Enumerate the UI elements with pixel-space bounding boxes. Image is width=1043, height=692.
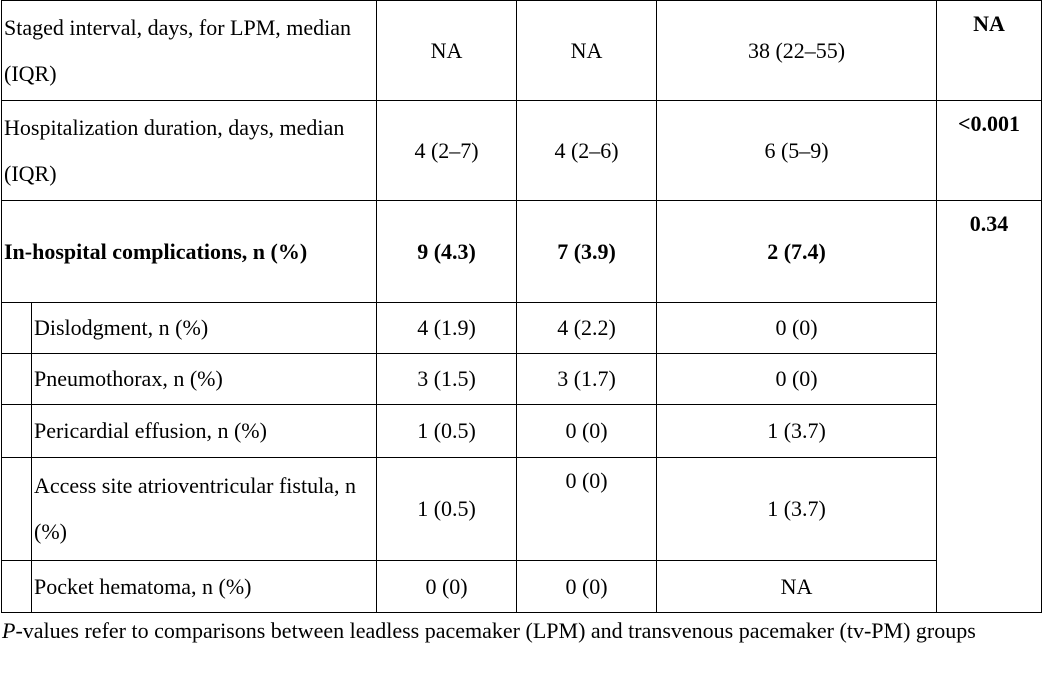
value-cell: 0 (0) xyxy=(656,353,938,405)
value-cell: 0 (0) xyxy=(516,560,658,613)
row-label: Hospitalization duration, days, median (… xyxy=(0,100,378,201)
value-cell: NA xyxy=(516,0,658,101)
value-cell: 0 (0) xyxy=(376,560,518,613)
value-cell: 38 (22–55) xyxy=(656,0,938,101)
value-cell: 3 (1.7) xyxy=(516,353,658,405)
table-row: In-hospital complications, n (%) 9 (4.3) 7… xyxy=(0,200,1043,613)
p-value: 0.34 xyxy=(936,200,1043,613)
indent-cell xyxy=(1,404,32,458)
table-row: Dislodgment, n (%) 4 (1.9) 4 (2.2) 0 (0) xyxy=(1,302,1042,354)
row-label: Pericardial effusion, n (%) xyxy=(30,404,378,458)
row-label: In-hospital complications, n (%) xyxy=(0,200,378,303)
table-row: Hospitalization duration, days, median (… xyxy=(0,100,1043,201)
value-cell: 0 (0) xyxy=(656,302,938,354)
table-row: Pericardial effusion, n (%) 1 (0.5) 0 (0) 1… xyxy=(1,404,1042,458)
row-label: Access site atrioventricular fistula, n … xyxy=(30,457,378,561)
p-value: <0.001 xyxy=(936,100,1043,201)
row-label: Pocket hematoma, n (%) xyxy=(30,560,378,613)
indent-cell xyxy=(1,457,32,561)
table-row: Pneumothorax, n (%) 3 (1.5) 3 (1.7) 0 (0) xyxy=(1,353,1042,405)
value-cell: 9 (4.3) xyxy=(376,200,518,303)
value-cell: 1 (0.5) xyxy=(376,457,518,561)
value-cell: 0 (0) xyxy=(516,404,658,458)
footnote-text: -values refer to comparisons between lea… xyxy=(15,618,976,643)
value-cell: 4 (1.9) xyxy=(376,302,518,354)
value-cell: 4 (2.2) xyxy=(516,302,658,354)
indent-cell xyxy=(1,353,32,405)
value-cell: 1 (0.5) xyxy=(376,404,518,458)
row-label: Pneumothorax, n (%) xyxy=(30,353,378,405)
indent-cell xyxy=(1,302,32,354)
table-row: Staged interval, days, for LPM, median (… xyxy=(0,0,1043,101)
value-cell: 2 (7.4) xyxy=(656,200,938,303)
row-label: Dislodgment, n (%) xyxy=(30,302,378,354)
value-cell: NA xyxy=(376,0,518,101)
data-table: Staged interval, days, for LPM, median (… xyxy=(0,0,1043,613)
indent-cell xyxy=(1,560,32,613)
row-label: Staged interval, days, for LPM, median (… xyxy=(0,0,378,101)
footnote-italic: P xyxy=(2,618,16,643)
value-cell: 6 (5–9) xyxy=(656,100,938,201)
value-cell: 3 (1.5) xyxy=(376,353,518,405)
footnote: P-values refer to comparisons between le… xyxy=(2,613,1043,649)
table-row: Access site atrioventricular fistula, n … xyxy=(1,457,1042,561)
value-cell: 7 (3.9) xyxy=(516,200,658,303)
value-cell: 0 (0) xyxy=(516,457,658,561)
value-cell: 1 (3.7) xyxy=(656,404,938,458)
value-cell: 4 (2–6) xyxy=(516,100,658,201)
value-cell: 1 (3.7) xyxy=(656,457,938,561)
p-value: NA xyxy=(936,0,1043,101)
value-cell: 4 (2–7) xyxy=(376,100,518,201)
value-cell: NA xyxy=(656,560,938,613)
table-row: Pocket hematoma, n (%) 0 (0) 0 (0) NA xyxy=(1,560,1042,613)
